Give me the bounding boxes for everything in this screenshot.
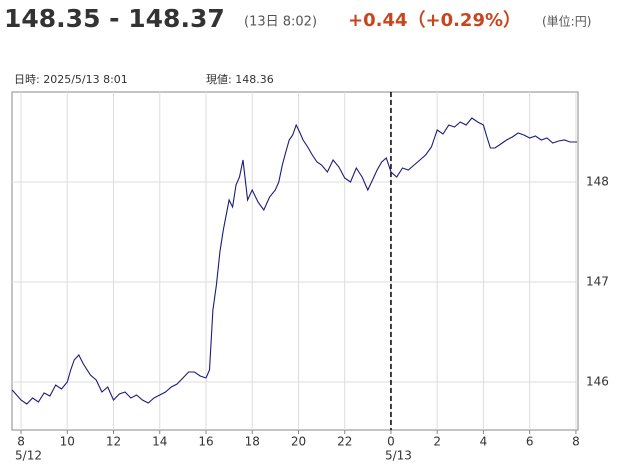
y-tick-label: 147 <box>586 275 609 289</box>
y-tick-label: 148 <box>586 175 609 189</box>
x-tick-label: 12 <box>106 435 121 449</box>
x-tick-label: 18 <box>245 435 260 449</box>
y-tick-label: 146 <box>586 375 609 389</box>
price-title: 148.35 - 148.37 <box>4 4 225 33</box>
x-tick-label: 2 <box>433 435 441 449</box>
x-tick-label: 8 <box>17 435 25 449</box>
x-tick-label: 10 <box>60 435 75 449</box>
unit-label: (単位:円) <box>542 14 591 29</box>
x-tick-label: 22 <box>337 435 352 449</box>
price-time: (13日 8:02) <box>244 15 317 30</box>
date-label: 5/12 <box>15 449 42 463</box>
x-tick-label: 0 <box>387 435 395 449</box>
date-label: 5/13 <box>385 449 412 463</box>
x-tick-label: 16 <box>198 435 213 449</box>
info-time: 日時: 2025/5/13 8:01 <box>14 73 128 86</box>
x-tick-label: 14 <box>152 435 167 449</box>
x-tick-label: 4 <box>480 435 488 449</box>
x-tick-label: 6 <box>526 435 534 449</box>
plot-frame <box>11 91 579 431</box>
x-tick-label: 8 <box>572 435 580 449</box>
x-tick-label: 20 <box>291 435 306 449</box>
info-value: 現値: 148.36 <box>206 73 274 86</box>
price-line <box>11 117 578 405</box>
price-change: +0.44（+0.29%） <box>348 10 521 31</box>
